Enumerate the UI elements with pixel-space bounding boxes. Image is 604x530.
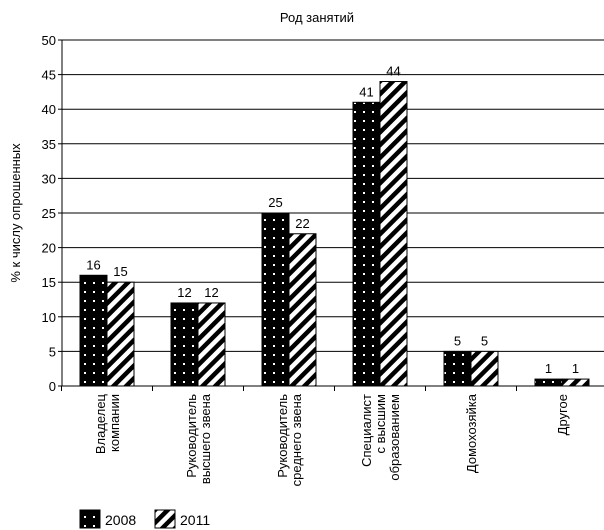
- bar-2011: [470, 350, 499, 387]
- x-category-label-line: с высшим: [373, 394, 388, 454]
- y-tick-label: 25: [42, 206, 56, 221]
- value-label: 5: [454, 333, 461, 348]
- legend: 2008 2011: [79, 509, 210, 529]
- x-category-label: Специалист с высшим образованием: [359, 394, 402, 481]
- legend-label-2008: 2008: [105, 512, 136, 528]
- legend-swatch-2008: [79, 509, 101, 529]
- bar-2011: [197, 302, 226, 387]
- bar-2011: [561, 378, 590, 387]
- grid-lines: [62, 39, 604, 352]
- y-tick-label: 40: [42, 102, 56, 117]
- x-category-label-line: Руководитель: [184, 394, 199, 478]
- bar-2008: [352, 101, 381, 387]
- y-tick-label: 10: [42, 310, 56, 325]
- chart-title: Род занятий: [280, 10, 354, 25]
- bar-2008: [79, 274, 108, 387]
- x-axis-categories: Владелец компании Руководитель высшего звен…: [61, 386, 570, 486]
- x-category-label: Руководитель среднего звена: [275, 393, 304, 486]
- legend-swatch-2011: [154, 509, 176, 529]
- x-category-label-line: высшего звена: [198, 393, 213, 484]
- value-label: 1: [572, 361, 579, 376]
- legend-label-2011: 2011: [180, 512, 210, 528]
- y-axis-label: % к числу опрошенных: [8, 143, 23, 283]
- bar-2008: [261, 212, 290, 387]
- value-label: 25: [268, 195, 282, 210]
- x-category-label-line: Домохозяйка: [464, 393, 479, 473]
- x-category-label-line: среднего звена: [289, 393, 304, 486]
- value-label: 5: [481, 333, 488, 348]
- y-tick-label: 0: [49, 379, 56, 394]
- x-category-label-line: Специалист: [359, 394, 374, 467]
- x-category-label: Другое: [555, 394, 570, 435]
- x-category-label-line: Руководитель: [275, 394, 290, 478]
- y-tick-label: 15: [42, 275, 56, 290]
- value-label: 16: [86, 257, 100, 272]
- y-tick-label: 35: [42, 137, 56, 152]
- value-label: 12: [177, 285, 191, 300]
- x-category-label-line: Другое: [555, 394, 570, 435]
- value-label: 1: [545, 361, 552, 376]
- bar-2011: [106, 281, 135, 387]
- value-labels: 16 15 12 12 25 22 41 44 5 5 1 1: [86, 64, 579, 377]
- x-category-label-line: Владелец: [93, 393, 108, 454]
- x-category-label-line: образованием: [387, 394, 402, 481]
- y-tick-label: 30: [42, 171, 56, 186]
- x-category-label-line: компании: [107, 394, 122, 452]
- value-label: 41: [359, 84, 373, 99]
- x-category-label: Домохозяйка: [464, 393, 479, 473]
- value-label: 44: [386, 64, 400, 79]
- y-tick-label: 5: [49, 344, 56, 359]
- bar-2008: [534, 378, 563, 387]
- bar-2008: [170, 302, 199, 387]
- bar-2011: [379, 81, 408, 387]
- y-tick-label: 50: [42, 33, 56, 48]
- x-category-label: Руководитель высшего звена: [184, 393, 213, 484]
- y-axis-ticks: 0 5 10 15 20 25 30 35 40 45 50: [42, 33, 62, 394]
- value-label: 12: [204, 285, 218, 300]
- bars: [79, 81, 590, 387]
- x-category-label: Владелец компании: [93, 393, 122, 454]
- y-tick-label: 45: [42, 68, 56, 83]
- bar-2008: [443, 350, 472, 387]
- value-label: 22: [295, 216, 309, 231]
- bar-2011: [288, 233, 317, 387]
- y-tick-label: 20: [42, 241, 56, 256]
- value-label: 15: [113, 264, 127, 279]
